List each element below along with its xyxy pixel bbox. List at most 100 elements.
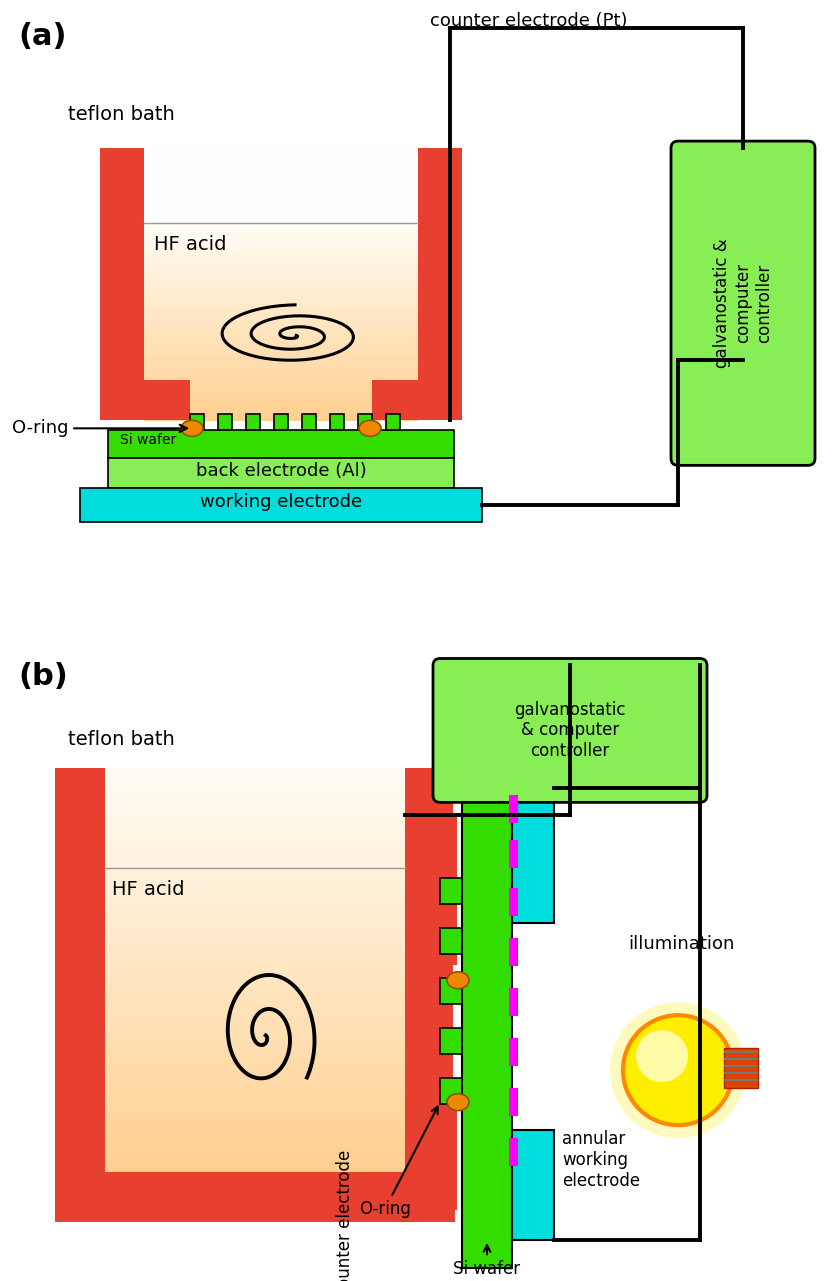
Text: O-ring: O-ring (359, 1107, 438, 1218)
Bar (105, 1107, 405, 1112)
Bar (105, 1097, 405, 1102)
Text: HF acid: HF acid (154, 236, 226, 254)
Bar (144, 282, 418, 286)
Text: counter electrode: counter electrode (336, 1150, 354, 1281)
Bar (105, 829, 405, 834)
Bar (509, 1088, 518, 1116)
Bar (105, 834, 405, 839)
Bar (144, 388, 418, 391)
Bar (144, 284, 418, 288)
FancyBboxPatch shape (433, 658, 707, 802)
Bar (144, 265, 418, 268)
Bar (105, 1152, 405, 1158)
Bar (144, 366, 418, 369)
Bar (144, 378, 418, 382)
Ellipse shape (359, 420, 381, 437)
Bar (144, 307, 418, 310)
Bar (105, 915, 405, 920)
Bar (105, 899, 405, 906)
Bar (144, 236, 418, 238)
Bar (105, 839, 405, 844)
Bar (144, 343, 418, 347)
Bar (509, 1038, 518, 1066)
Bar (144, 316, 418, 320)
Bar (144, 409, 418, 411)
Bar (330, 414, 344, 430)
Bar (105, 1036, 405, 1041)
Bar (144, 406, 418, 409)
Bar (144, 327, 418, 329)
Bar (144, 393, 418, 396)
Bar (105, 995, 405, 1000)
Bar (144, 311, 418, 315)
Bar (108, 430, 454, 459)
Bar (144, 398, 418, 401)
Bar (372, 380, 462, 420)
Bar (144, 371, 418, 374)
Bar (105, 980, 405, 986)
Bar (105, 1146, 405, 1153)
Text: working electrode: working electrode (200, 493, 362, 511)
Bar (108, 459, 454, 488)
Bar (509, 988, 518, 1016)
Text: galvanostatic
& computer
controller: galvanostatic & computer controller (514, 701, 626, 760)
Bar (105, 769, 405, 774)
Bar (105, 824, 405, 830)
Bar (105, 808, 405, 815)
Bar (144, 415, 418, 419)
Text: Si wafer: Si wafer (120, 433, 176, 447)
Bar (509, 796, 518, 824)
Bar (144, 418, 418, 421)
Bar (105, 951, 405, 956)
Bar (105, 1117, 405, 1122)
Bar (80, 488, 482, 523)
Bar (144, 374, 418, 377)
Bar (105, 1056, 405, 1062)
Bar (144, 332, 418, 334)
Bar (144, 319, 418, 323)
Bar (418, 149, 462, 404)
Bar (144, 386, 418, 389)
Bar (105, 1021, 405, 1026)
Bar (105, 880, 405, 885)
Bar (105, 920, 405, 925)
Text: O-ring: O-ring (12, 419, 187, 437)
Bar (144, 250, 418, 254)
Text: (b): (b) (18, 662, 67, 692)
Bar (105, 1011, 405, 1016)
Bar (144, 241, 418, 243)
Bar (144, 356, 418, 359)
Bar (105, 844, 405, 849)
Bar (144, 278, 418, 281)
Bar (105, 860, 405, 865)
Bar (144, 295, 418, 297)
Bar (405, 769, 453, 1198)
Bar (105, 1091, 405, 1097)
Bar (105, 784, 405, 789)
Bar (100, 380, 190, 420)
Bar (105, 889, 405, 895)
Bar (105, 1026, 405, 1031)
Bar (105, 985, 405, 991)
FancyBboxPatch shape (671, 141, 815, 465)
Bar (144, 334, 418, 337)
Bar (105, 1041, 405, 1047)
Bar (144, 228, 418, 231)
Bar (105, 870, 405, 875)
Bar (144, 351, 418, 355)
Bar (105, 1050, 405, 1057)
Text: counter electrode (Pt): counter electrode (Pt) (430, 12, 627, 29)
Bar (512, 1130, 554, 1240)
Bar (509, 1138, 518, 1166)
Bar (144, 231, 418, 233)
Bar (144, 287, 418, 291)
Bar (440, 1029, 462, 1054)
Bar (105, 945, 405, 951)
Circle shape (610, 1002, 746, 1138)
Bar (105, 1006, 405, 1011)
Bar (144, 339, 418, 342)
Bar (105, 798, 405, 804)
Bar (144, 243, 418, 246)
Bar (144, 359, 418, 361)
Bar (440, 879, 462, 904)
